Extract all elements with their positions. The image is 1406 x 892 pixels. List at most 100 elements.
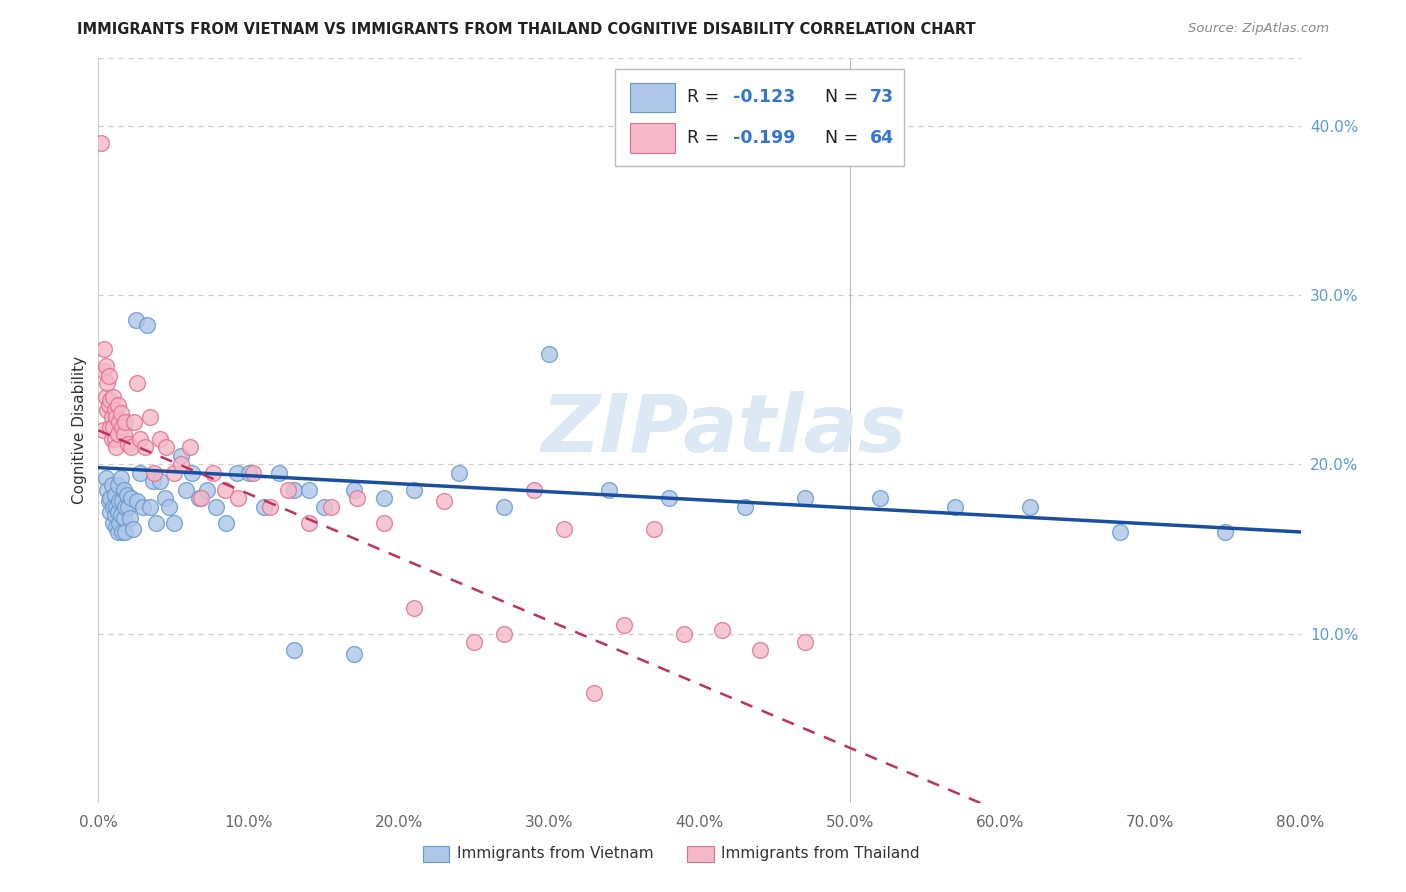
Point [225, 466, 247, 480]
Text: Immigrants from Thailand: Immigrants from Thailand [721, 846, 920, 861]
Point [157, 500, 180, 514]
Point [134, 440, 156, 454]
Point [538, 347, 561, 361]
Point [112, 483, 135, 497]
Point [121, 440, 143, 454]
Point [124, 415, 146, 429]
Point [100, 420, 122, 434]
Point [132, 500, 155, 514]
Point [125, 313, 148, 327]
Point [143, 466, 166, 480]
Point [138, 500, 160, 514]
Point [195, 483, 218, 497]
Point [673, 626, 696, 640]
Point [104, 403, 127, 417]
Point [93, 364, 115, 378]
Point [402, 483, 425, 497]
Point [91, 423, 114, 437]
Point [583, 686, 606, 700]
Point [343, 647, 366, 661]
Point [170, 457, 193, 471]
Point [162, 516, 184, 531]
Point [343, 483, 366, 497]
Point [111, 420, 134, 434]
Point [748, 643, 770, 657]
Point [97, 398, 120, 412]
Point [190, 491, 212, 505]
Text: -0.123: -0.123 [733, 88, 796, 106]
FancyBboxPatch shape [688, 846, 714, 863]
Point [145, 516, 167, 531]
Point [215, 516, 238, 531]
Text: R =: R = [688, 88, 725, 106]
Text: IMMIGRANTS FROM VIETNAM VS IMMIGRANTS FROM THAILAND COGNITIVE DISABILITY CORRELA: IMMIGRANTS FROM VIETNAM VS IMMIGRANTS FR… [77, 22, 976, 37]
Text: N =: N = [814, 88, 863, 106]
Point [283, 643, 305, 657]
Point [174, 483, 197, 497]
Point [103, 500, 125, 514]
Point [114, 415, 136, 429]
Point [153, 491, 176, 505]
Point [90, 136, 112, 150]
Point [312, 500, 335, 514]
Point [298, 483, 321, 497]
Point [553, 522, 575, 536]
Text: Immigrants from Vietnam: Immigrants from Vietnam [457, 846, 654, 861]
Point [110, 508, 132, 522]
Point [94, 390, 117, 404]
Point [118, 511, 141, 525]
Point [155, 440, 177, 454]
Point [494, 500, 516, 514]
Point [100, 491, 122, 505]
Point [188, 491, 211, 505]
Point [107, 524, 129, 539]
Point [96, 403, 118, 417]
Point [108, 415, 131, 429]
FancyBboxPatch shape [630, 123, 675, 153]
Point [346, 491, 368, 505]
Point [103, 390, 125, 404]
Point [107, 477, 129, 491]
Point [105, 440, 128, 454]
Text: N =: N = [814, 128, 863, 146]
Point [115, 488, 138, 502]
Point [104, 432, 127, 446]
Point [110, 407, 132, 421]
Text: R =: R = [688, 128, 725, 146]
Point [138, 409, 160, 424]
Text: ZIPatlas: ZIPatlas [541, 392, 905, 469]
Point [494, 626, 516, 640]
Point [1109, 524, 1132, 539]
Point [943, 500, 966, 514]
Point [793, 491, 815, 505]
Point [107, 398, 129, 412]
Point [129, 432, 152, 446]
Point [658, 491, 681, 505]
Point [277, 483, 299, 497]
Point [598, 483, 620, 497]
Point [180, 466, 202, 480]
Point [201, 466, 224, 480]
Point [162, 466, 184, 480]
Point [129, 466, 152, 480]
Point [103, 420, 125, 434]
Point [110, 471, 132, 485]
Text: 64: 64 [870, 128, 894, 146]
Point [97, 369, 120, 384]
Point [447, 466, 470, 480]
Point [1019, 500, 1042, 514]
Point [111, 494, 134, 508]
Point [711, 623, 734, 637]
Point [149, 474, 172, 488]
Point [104, 508, 127, 522]
Point [734, 500, 756, 514]
Point [104, 488, 127, 502]
Point [108, 516, 131, 531]
Point [94, 359, 117, 373]
Point [114, 524, 136, 539]
Point [204, 500, 226, 514]
Point [105, 520, 128, 534]
Point [373, 516, 395, 531]
Point [321, 500, 343, 514]
FancyBboxPatch shape [630, 83, 675, 112]
